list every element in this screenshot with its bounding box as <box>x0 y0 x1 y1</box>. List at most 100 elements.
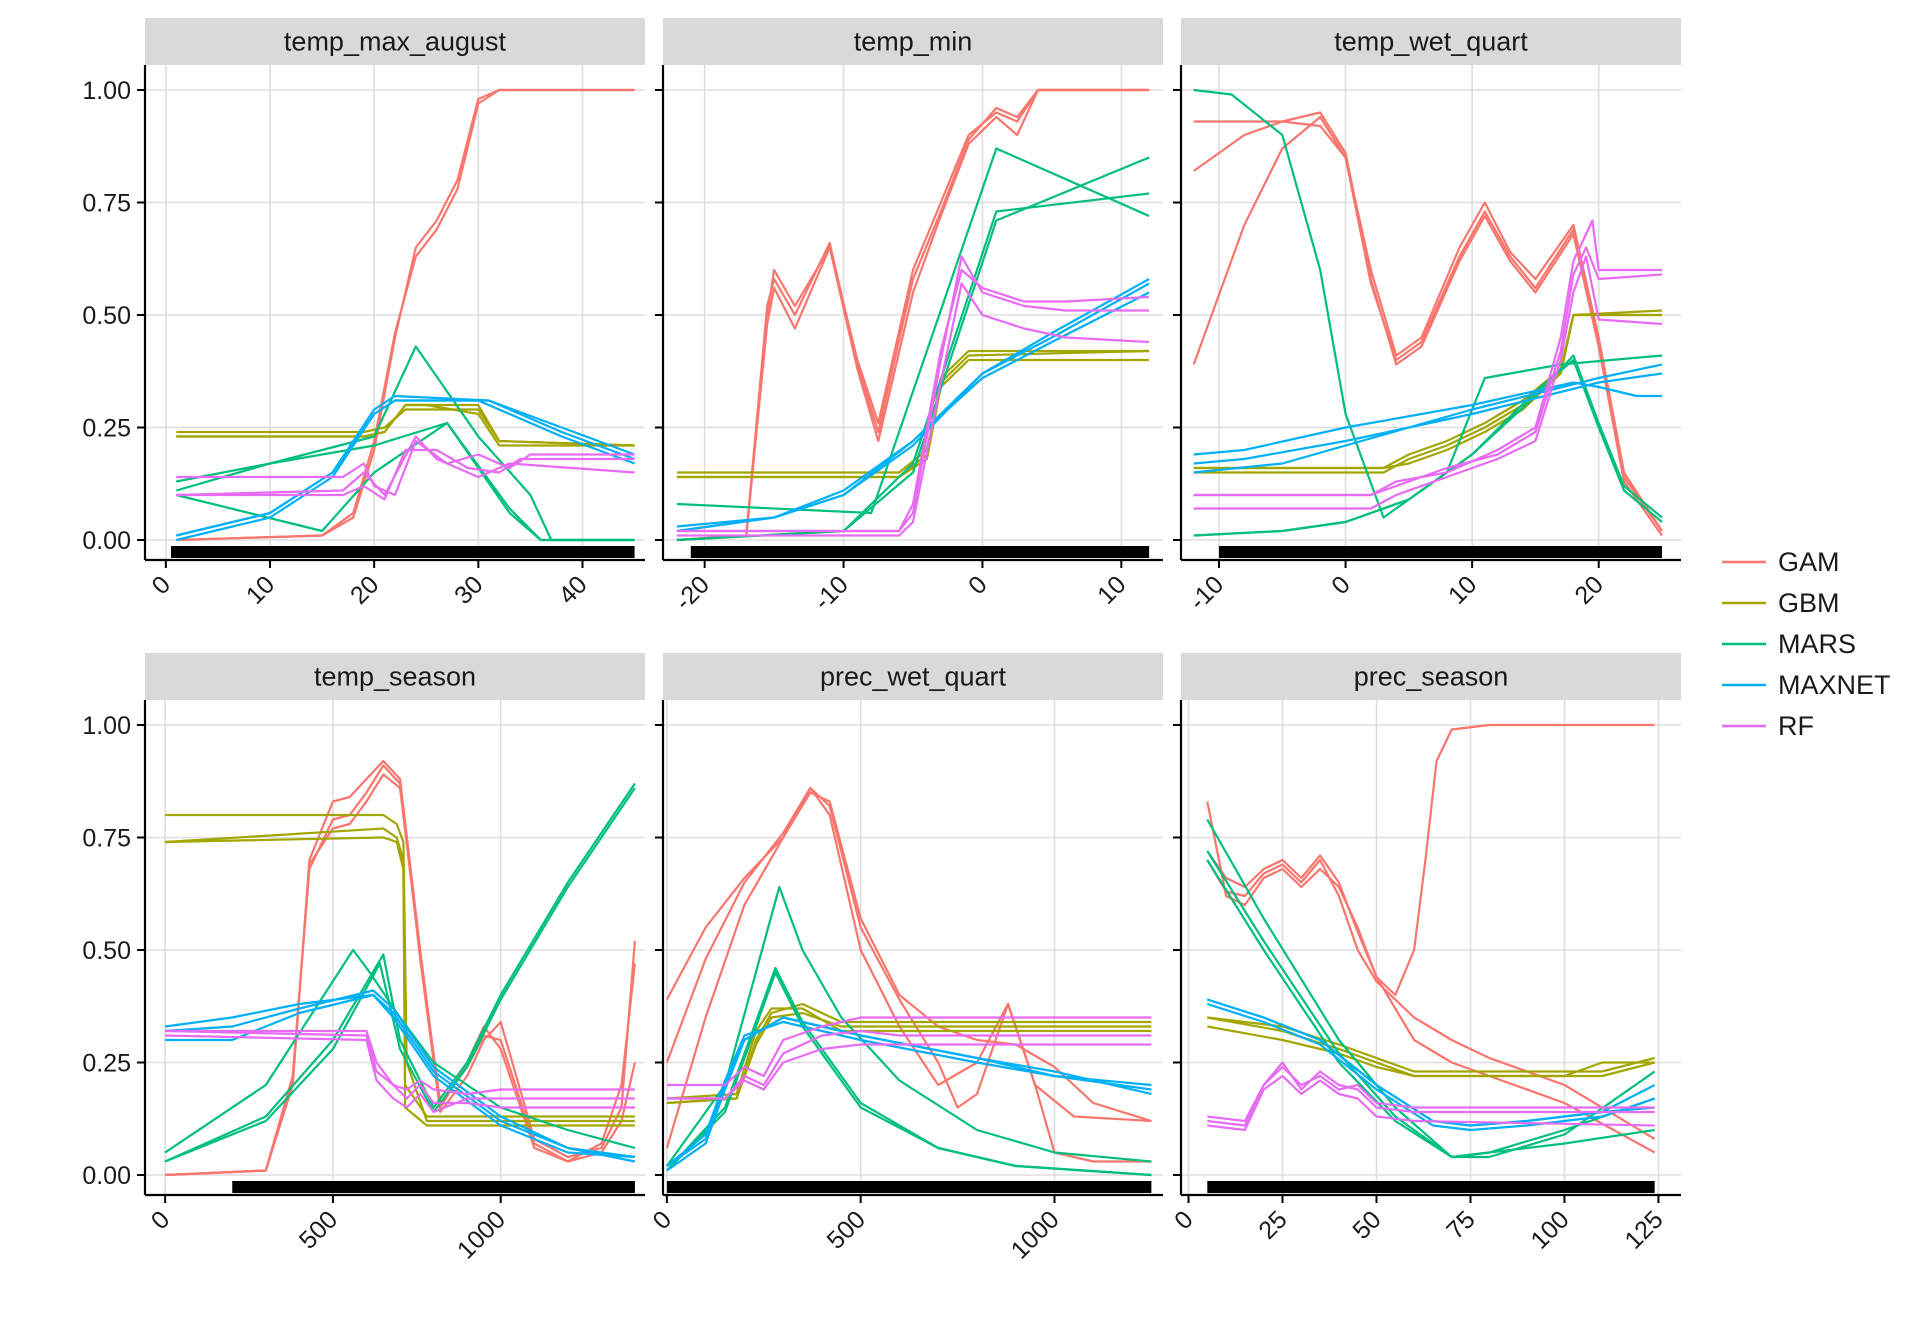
series-line-gam <box>1206 723 1655 997</box>
series-line-gam <box>1193 120 1663 532</box>
series-line-mars <box>164 782 636 1163</box>
panel-temp_season: temp_season 0.00 0.25 0.50 0.75 1.00 0 500 1000 <box>82 653 645 1265</box>
series-line-maxnet <box>676 291 1150 528</box>
legend-item-gam: GAM <box>1722 547 1840 577</box>
y-tick-label: 0.50 <box>82 937 131 965</box>
series-line-gbm <box>676 358 1150 479</box>
x-tick-label: 75 <box>1441 1205 1480 1244</box>
legend-label: MAXNET <box>1778 670 1891 700</box>
panel-prec_wet_quart: prec_wet_quart 0 500 1000 <box>647 653 1163 1265</box>
series-line-gam <box>165 764 636 1177</box>
series-line-rf <box>676 282 1150 537</box>
series-line-rf <box>1193 246 1663 497</box>
series-group <box>665 786 1152 1177</box>
series-line-maxnet <box>676 282 1150 533</box>
series-line-gbm <box>165 836 635 1127</box>
series-line-mars <box>1193 358 1663 537</box>
series-line-rf <box>676 255 1150 533</box>
legend-label: RF <box>1778 711 1814 741</box>
series-line-maxnet <box>1193 363 1663 474</box>
facet-strip <box>1181 18 1681 65</box>
y-tick-label: 0.50 <box>82 302 131 330</box>
series-line-gam <box>1206 858 1656 1140</box>
x-tick-label: 10 <box>241 570 280 609</box>
x-tick-label: -20 <box>670 570 715 615</box>
x-tick-label: 1000 <box>1006 1205 1065 1264</box>
facet-strip <box>145 18 645 65</box>
rug-band <box>232 1181 635 1193</box>
series-line-maxnet <box>1193 381 1662 456</box>
legend-label: GBM <box>1778 588 1840 618</box>
x-tick-label: 0 <box>146 1205 176 1235</box>
series-line-gbm <box>1193 313 1662 470</box>
series-line-rf <box>1193 255 1663 510</box>
legend-label: GAM <box>1778 547 1840 577</box>
facet-label: prec_season <box>1354 662 1509 692</box>
series-line-gbm <box>176 403 635 447</box>
facet-label: prec_wet_quart <box>820 662 1007 692</box>
rug-marks <box>1218 546 1663 558</box>
series-line-maxnet <box>666 1020 1152 1167</box>
series-line-gam <box>176 88 635 542</box>
series-line-gam <box>676 88 1150 542</box>
x-tick-label: -10 <box>1184 570 1229 615</box>
series-line-rf <box>165 1034 635 1114</box>
facet-strip <box>663 653 1163 700</box>
y-tick-label: 0.25 <box>82 1050 131 1078</box>
series-line-gam <box>176 88 635 542</box>
series-line-rf <box>176 435 635 497</box>
y-tick-label: 1.00 <box>82 712 131 740</box>
y-tick-label: 0.75 <box>82 190 131 218</box>
facet-label: temp_season <box>314 662 476 692</box>
series-line-rf <box>676 268 1150 533</box>
rug-band <box>690 546 1150 558</box>
series-line-mars <box>1206 850 1655 1159</box>
y-tick-label: 0.25 <box>82 415 131 443</box>
series-line-mars <box>1206 859 1656 1159</box>
series-line-gbm <box>666 1011 1152 1105</box>
series-line-gam <box>676 88 1150 542</box>
series-line-gbm <box>1207 1025 1655 1078</box>
gridlines <box>663 700 1163 1195</box>
series-line-rf <box>1207 1074 1655 1132</box>
panel-temp_min: temp_min -20 -10 0 10 <box>655 18 1163 616</box>
panel-temp_wet_quart: temp_wet_quart -10 0 10 20 <box>1173 18 1681 616</box>
legend-item-mars: MARS <box>1722 629 1856 659</box>
x-tick-label: 500 <box>822 1205 871 1254</box>
series-line-gbm <box>676 349 1150 474</box>
x-tick-label: 125 <box>1619 1205 1668 1254</box>
y-tick-label: 0.00 <box>82 1162 131 1190</box>
series-line-gam <box>665 786 1152 1163</box>
series-line-maxnet <box>666 1016 1152 1172</box>
series-line-rf <box>165 1029 635 1096</box>
legend: GAM GBM MARS MAXNET RF <box>1722 547 1891 741</box>
x-tick-label: 40 <box>553 570 592 609</box>
series-line-rf <box>1207 1061 1655 1127</box>
gridlines <box>145 65 645 560</box>
series-line-mars <box>676 156 1150 542</box>
panels-layer: temp_max_august 0.00 0.25 0.50 0.75 1.00 0 10 20… <box>82 18 1681 1265</box>
series-line-mars <box>164 787 636 1163</box>
facet-label: temp_wet_quart <box>1334 27 1528 57</box>
x-tick-label: 25 <box>1253 1205 1292 1244</box>
rug-marks <box>666 1181 1152 1193</box>
x-tick-label: 20 <box>345 570 384 609</box>
series-line-maxnet <box>176 394 635 537</box>
facet-strip <box>145 653 645 700</box>
rug-marks <box>1207 1181 1655 1193</box>
x-tick-label: 10 <box>1092 570 1131 609</box>
series-line-gbm <box>1207 1016 1655 1073</box>
series-line-maxnet <box>165 989 636 1163</box>
series-line-maxnet <box>176 399 635 542</box>
y-tick-label: 0.75 <box>82 825 131 853</box>
series-line-maxnet <box>676 278 1150 533</box>
rug-marks <box>690 546 1150 558</box>
rug-band <box>666 1181 1152 1193</box>
series-line-maxnet <box>164 993 636 1159</box>
series-line-mars <box>666 885 1152 1167</box>
y-tick-label: 0.00 <box>82 527 131 555</box>
legend-item-rf: RF <box>1722 711 1814 741</box>
x-tick-label: 0 <box>1326 570 1356 600</box>
